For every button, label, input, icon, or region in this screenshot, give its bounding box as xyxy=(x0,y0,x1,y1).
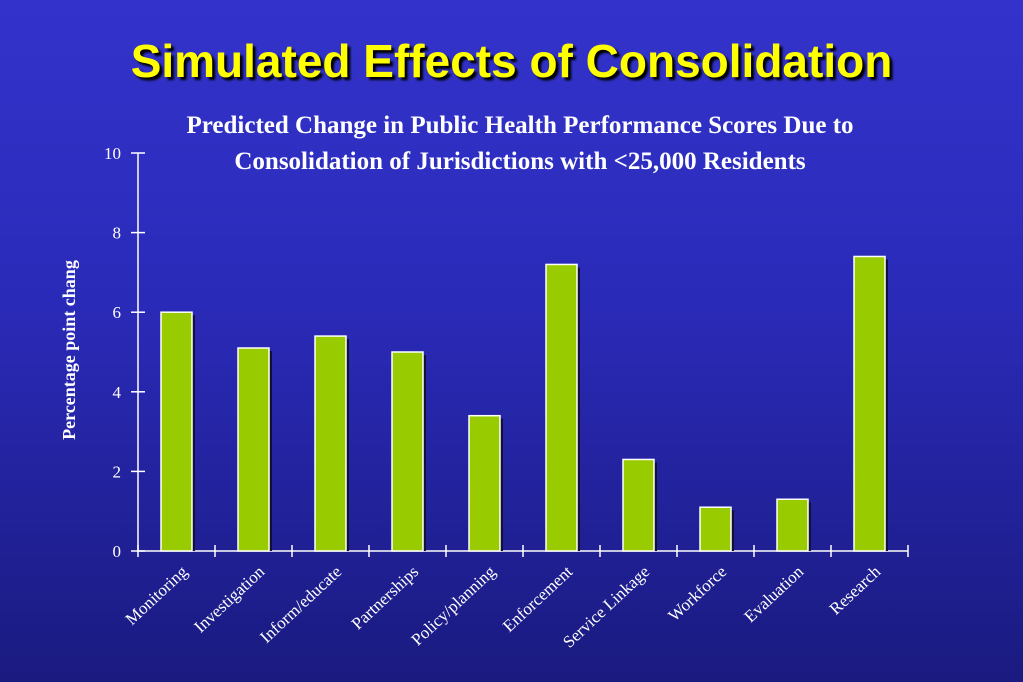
bar-group xyxy=(699,506,734,552)
bar-group xyxy=(314,335,349,552)
x-tick-label: Research xyxy=(826,562,885,619)
bar-group xyxy=(776,498,811,552)
x-tick-label: Evaluation xyxy=(740,562,807,626)
bar xyxy=(391,351,424,552)
y-tick-label: 0 xyxy=(113,542,122,561)
chart-title-line-2: Consolidation of Jurisdictions with <25,… xyxy=(234,148,806,175)
y-axis-label: Percentage point chang xyxy=(59,260,79,440)
x-tick-label: Monitoring xyxy=(122,562,192,629)
bar-group xyxy=(853,255,888,552)
bar xyxy=(853,255,886,552)
bar xyxy=(160,311,193,552)
x-tick-label: Partnerships xyxy=(348,562,422,633)
bar xyxy=(468,414,501,552)
y-tick-label: 10 xyxy=(104,144,121,163)
bar-group xyxy=(622,458,657,552)
y-axis-label-group: Percentage point chang xyxy=(59,260,79,440)
bar-group xyxy=(160,311,195,552)
bars xyxy=(160,255,888,552)
bar-group xyxy=(391,351,426,552)
bar-group xyxy=(237,347,272,552)
y-tick-label: 6 xyxy=(113,303,122,322)
x-tick-label: Policy/planning xyxy=(408,562,500,650)
chart-title-line-1: Predicted Change in Public Health Perfor… xyxy=(186,112,854,139)
bar xyxy=(545,263,578,552)
bar xyxy=(776,498,809,552)
x-tick-label: Workforce xyxy=(664,562,730,625)
bar xyxy=(237,347,270,552)
bar xyxy=(622,458,655,552)
y-tick-label: 2 xyxy=(113,462,122,481)
x-tick-label: Enforcement xyxy=(499,562,576,636)
x-tick-label: Inform/educate xyxy=(256,562,345,647)
chart-title: Predicted Change in Public Health Perfor… xyxy=(110,108,930,180)
bar xyxy=(314,335,347,552)
bar xyxy=(699,506,732,552)
y-tick-label: 4 xyxy=(113,383,122,402)
x-tick-label: Investigation xyxy=(190,562,268,637)
slide-title: Simulated Effects of Consolidation xyxy=(130,35,893,87)
y-tick-label: 8 xyxy=(113,224,122,243)
bar-group xyxy=(468,414,503,552)
bar-group xyxy=(545,263,580,552)
